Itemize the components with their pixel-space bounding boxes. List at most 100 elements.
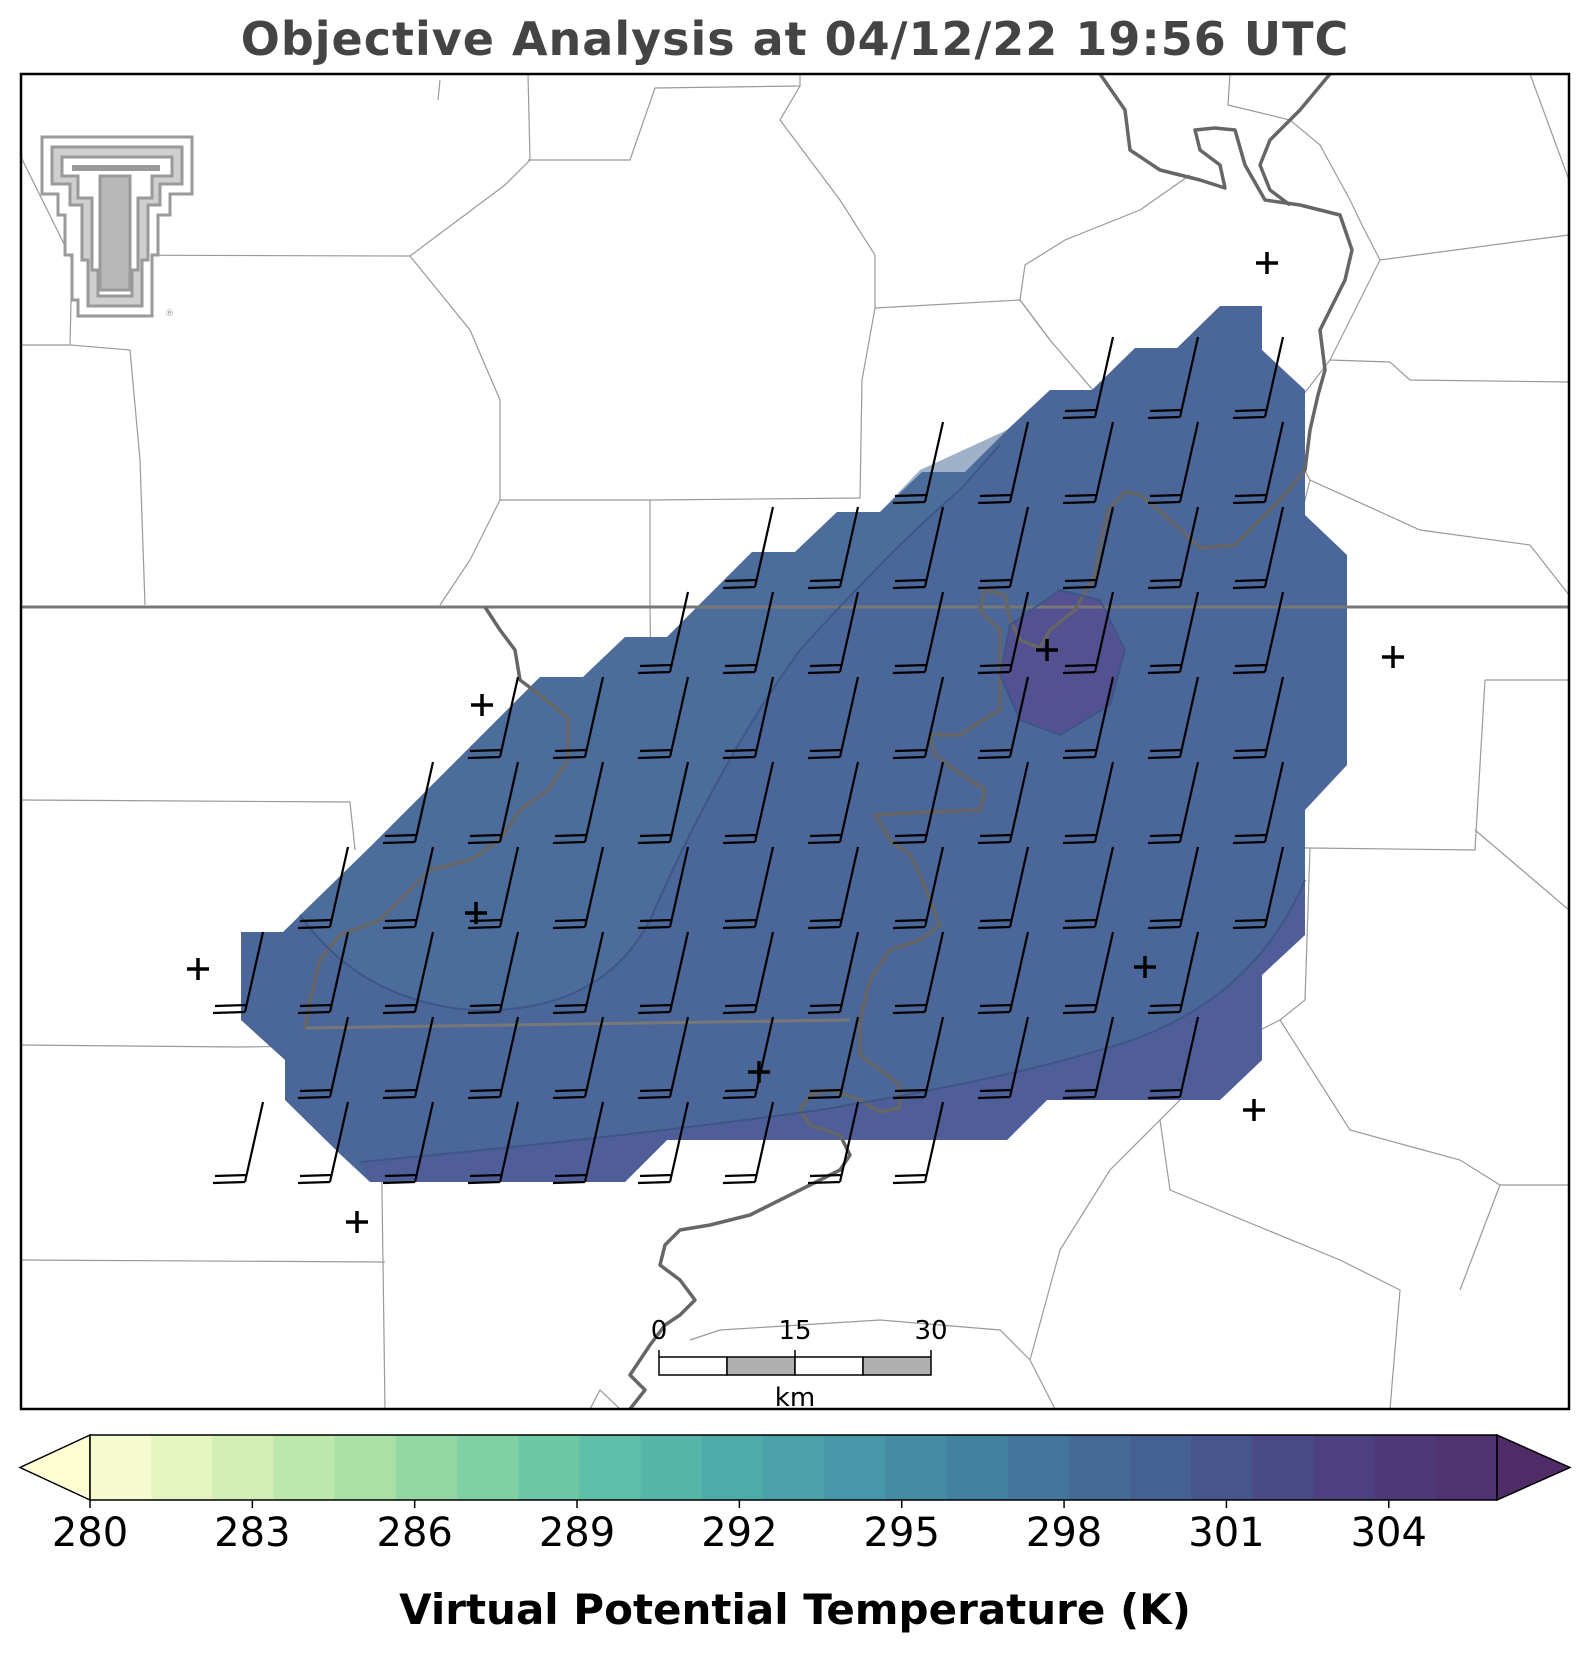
station-markers	[187, 252, 1404, 1233]
wind-barb	[637, 1016, 690, 1100]
colorbar-tick-label: 280	[51, 1510, 129, 1556]
colorbar-bin	[824, 1435, 886, 1500]
colorbar-bin	[946, 1435, 1009, 1500]
wind-barb	[722, 591, 775, 675]
wind-barb	[637, 1101, 690, 1185]
colorbar-title: Virtual Potential Temperature (K)	[399, 1585, 1191, 1634]
colorbar-bin	[579, 1435, 642, 1500]
wind-barb	[382, 1101, 435, 1185]
rivers	[303, 74, 1354, 1409]
wind-barb	[467, 761, 520, 845]
station-marker	[1036, 639, 1058, 661]
colorbar-bin	[334, 1435, 397, 1500]
colorbar-bin	[212, 1435, 275, 1500]
wind-barb	[722, 761, 775, 845]
colorbar-tick-label: 298	[1025, 1510, 1103, 1556]
wind-barb	[807, 506, 860, 590]
wind-barb	[1232, 846, 1285, 930]
wind-barb	[212, 1101, 265, 1185]
colorbar-bin	[640, 1435, 703, 1500]
wind-barb	[722, 846, 775, 930]
colorbar-tick-label: 304	[1350, 1510, 1427, 1556]
wind-barb	[1232, 421, 1285, 505]
wind-barb	[1062, 421, 1115, 505]
colorbar-bin	[151, 1435, 213, 1500]
colorbar-bin	[1252, 1435, 1314, 1500]
wind-barb	[1147, 1016, 1200, 1100]
wind-barb	[1147, 846, 1200, 930]
wind-barb	[382, 846, 435, 930]
station-marker	[471, 694, 493, 716]
warm-core	[1000, 590, 1125, 735]
wind-barb	[892, 421, 945, 505]
wind-barb	[1147, 761, 1200, 845]
station-marker	[346, 1211, 368, 1233]
colorbar-bin	[518, 1435, 580, 1500]
wind-barb	[637, 761, 690, 845]
scale-label-0: 0	[650, 1316, 668, 1346]
wind-barb	[552, 1101, 605, 1185]
colorbar-tick-label: 295	[863, 1510, 940, 1556]
colorbar-bin	[1374, 1435, 1437, 1500]
wind-barb	[212, 931, 265, 1015]
colorbar-bin	[1129, 1435, 1192, 1500]
wind-barb	[1232, 761, 1285, 845]
warm-region	[360, 880, 1305, 1182]
wind-barb	[637, 931, 690, 1015]
station-marker	[1134, 956, 1156, 978]
wind-barb	[1062, 1016, 1115, 1100]
wind-barb	[637, 846, 690, 930]
cool-region	[300, 430, 1007, 1011]
colorbar-extend-low	[18, 1433, 91, 1502]
wind-barb	[297, 931, 350, 1015]
logo-registered-mark: ®	[165, 309, 174, 319]
wind-barb	[552, 676, 605, 760]
wind-barb	[552, 1016, 605, 1100]
scale-segment-1	[658, 1356, 728, 1376]
wind-barb	[977, 931, 1030, 1015]
wind-barb	[807, 846, 860, 930]
wind-barb	[552, 761, 605, 845]
wind-barb	[807, 591, 860, 675]
wind-barb	[892, 846, 945, 930]
wind-barb	[1147, 676, 1200, 760]
station-marker	[465, 902, 487, 924]
wind-barb	[807, 761, 860, 845]
wind-barb	[1232, 506, 1285, 590]
wind-barb	[892, 1016, 945, 1100]
station-marker	[1256, 252, 1278, 274]
wind-barb	[552, 931, 605, 1015]
wind-barb	[467, 1101, 520, 1185]
wind-barb	[977, 506, 1030, 590]
wind-barb	[1147, 591, 1200, 675]
wind-barb	[892, 1101, 945, 1185]
wind-barb	[977, 421, 1030, 505]
wind-barb	[382, 761, 435, 845]
wind-barb	[1062, 506, 1115, 590]
colorbar-tick-label: 283	[214, 1510, 291, 1556]
colorbar-bin	[1435, 1435, 1498, 1500]
wind-barb	[977, 591, 1030, 675]
state-boundaries	[21, 605, 1569, 1030]
colorbar-bin	[701, 1435, 764, 1500]
wind-barb	[637, 591, 690, 675]
colorbar-bin	[1313, 1435, 1376, 1500]
university-logo: ®	[40, 135, 194, 319]
station-marker	[1382, 646, 1404, 668]
scale-segment-2	[726, 1356, 796, 1376]
scale-label-15: 15	[778, 1316, 812, 1346]
wind-barb	[807, 676, 860, 760]
scale-unit: km	[774, 1383, 816, 1413]
wind-barb	[892, 591, 945, 675]
scale-label-30: 30	[914, 1316, 948, 1346]
colorbar-bin	[1191, 1435, 1253, 1500]
wind-barb	[1062, 761, 1115, 845]
wind-barb	[297, 1016, 350, 1100]
colorbar-bin	[1007, 1435, 1070, 1500]
station-marker	[748, 1061, 770, 1083]
wind-barb	[467, 1016, 520, 1100]
wind-barb	[1232, 591, 1285, 675]
wind-barb	[382, 931, 435, 1015]
station-marker	[1243, 1099, 1265, 1121]
